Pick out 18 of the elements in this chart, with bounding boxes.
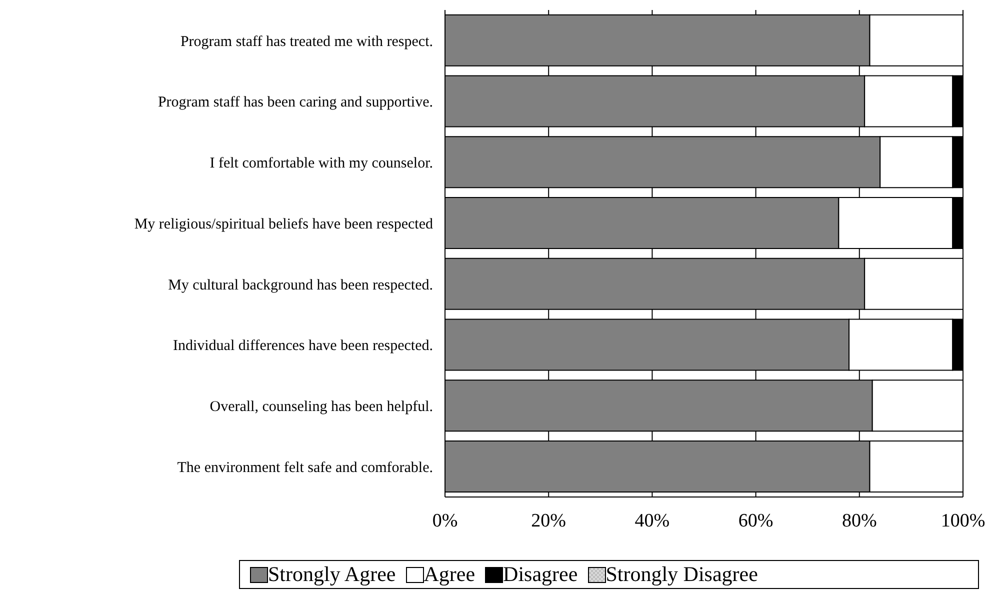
x-tick-label: 0% [432, 510, 458, 532]
x-tick-label: 40% [634, 510, 670, 532]
y-tick-label: The environment felt safe and comforable. [177, 460, 433, 476]
y-tick-label: My cultural background has been respected. [168, 277, 433, 294]
x-tick-label: 100% [940, 510, 986, 532]
y-tick-label: Overall, counseling has been helpful. [210, 399, 433, 416]
legend-label: Agree [424, 562, 476, 587]
legend-label: Disagree [503, 562, 578, 587]
legend-label: Strongly Disagree [606, 562, 758, 587]
x-tick-label: 60% [738, 510, 774, 532]
y-tick-label: Program staff has been caring and supportive. [158, 94, 433, 111]
y-tick-label: My religious/spiritual beliefs have been respected [134, 216, 434, 232]
x-tick-label: 20% [531, 510, 566, 532]
y-tick-label: I felt comfortable with my counselor. [210, 156, 433, 172]
legend-label: Strongly Agree [268, 562, 396, 587]
x-tick-label: 80% [842, 510, 877, 532]
y-tick-label: Program staff has treated me with respect. [180, 34, 433, 50]
y-tick-label: Individual differences have been respected. [172, 338, 433, 354]
